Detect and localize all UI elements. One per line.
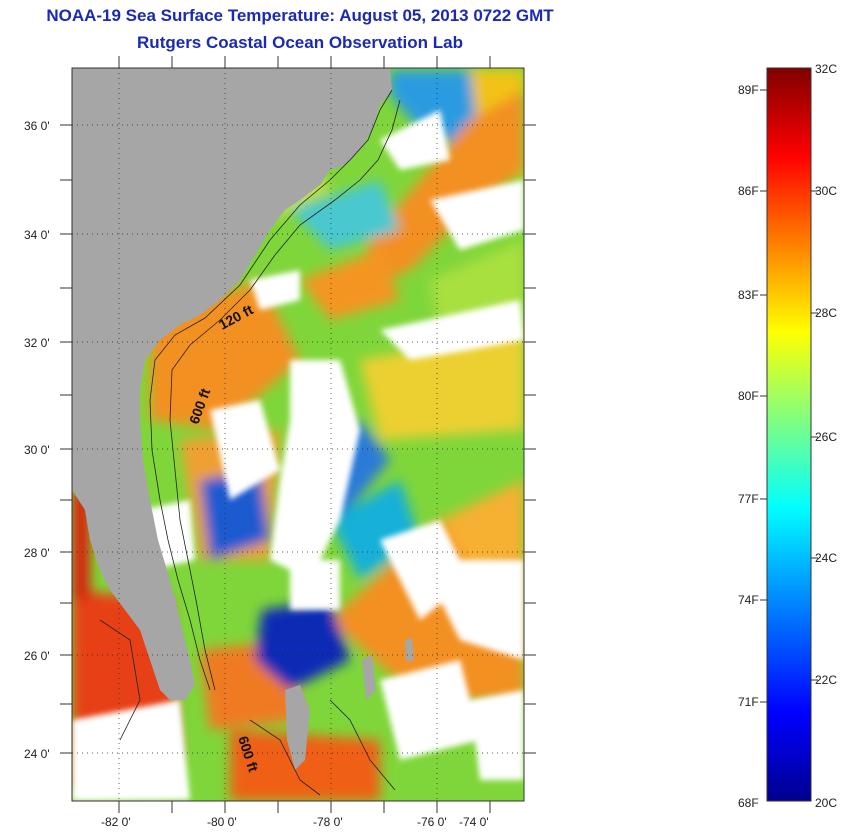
lon-label-82: -82 0': [101, 815, 131, 829]
colorbar-label-86f: 86F: [738, 184, 759, 198]
map-frame: [71, 67, 525, 802]
colorbar-label-74f: 74F: [738, 593, 759, 607]
axis-ticks: [60, 56, 536, 813]
sst-field: [72, 70, 524, 801]
colorbar-label-20c: 20C: [815, 796, 838, 810]
lat-label-26: 26 0': [24, 649, 50, 663]
colorbar-label-22c: 22C: [815, 673, 838, 687]
lat-label-30: 30 0': [24, 443, 50, 457]
colorbar-label-83f: 83F: [738, 288, 759, 302]
colorbar-label-24c: 24C: [815, 551, 838, 565]
lat-label-24: 24 0': [24, 747, 50, 761]
colorbar-label-68f: 68F: [738, 796, 759, 810]
colorbar-label-26c: 26C: [815, 430, 838, 444]
isobaths: [99, 89, 401, 796]
lat-label-32: 32 0': [24, 336, 50, 350]
colorbar-label-30c: 30C: [815, 184, 838, 198]
colorbar-label-77f: 77F: [738, 492, 759, 506]
land-bahamas: [285, 685, 310, 770]
graticule: [72, 68, 524, 801]
colorbar-label-71f: 71F: [738, 695, 759, 709]
lat-label-28: 28 0': [24, 546, 50, 560]
cloud-cover: [72, 110, 524, 801]
lat-label-34: 34 0': [24, 228, 50, 242]
colorbar-label-80f: 80F: [738, 389, 759, 403]
lon-label-74: -74 0': [459, 815, 489, 829]
lat-label-36: 36 0': [24, 119, 50, 133]
map-subtitle: Rutgers Coastal Ocean Observation Lab: [137, 33, 463, 52]
lon-label-80: -80 0': [207, 815, 237, 829]
lon-label-76: -76 0': [417, 815, 447, 829]
land-us-coast: [72, 68, 392, 700]
colorbar-label-28c: 28C: [815, 306, 838, 320]
map-title: NOAA-19 Sea Surface Temperature: August …: [46, 6, 554, 25]
lon-label-78: -78 0': [313, 815, 343, 829]
colorbar-label-32c: 32C: [815, 62, 838, 76]
colorbar-label-89f: 89F: [738, 83, 759, 97]
